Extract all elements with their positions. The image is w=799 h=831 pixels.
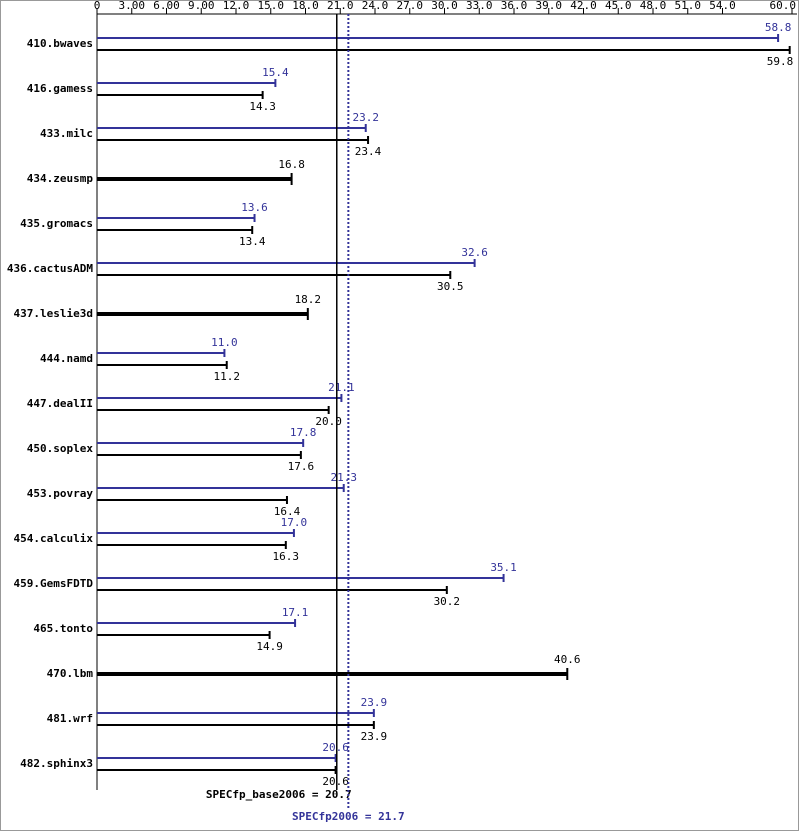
- category-label: 436.cactusADM: [7, 262, 93, 275]
- x-tick-label: 51.0: [675, 0, 702, 12]
- value-label: 40.6: [554, 653, 581, 666]
- value-label: 32.6: [461, 246, 488, 259]
- value-label: 13.6: [241, 201, 268, 214]
- value-label: 17.1: [282, 606, 309, 619]
- x-tick-label: 24.0: [362, 0, 389, 12]
- category-label: 459.GemsFDTD: [14, 577, 94, 590]
- value-label: 59.8: [767, 55, 794, 68]
- value-label: 13.4: [239, 235, 266, 248]
- category-label: 470.lbm: [47, 667, 94, 680]
- value-label: 17.8: [290, 426, 317, 439]
- category-label: 453.povray: [27, 487, 94, 500]
- value-label: 15.4: [262, 66, 289, 79]
- value-label: 35.1: [490, 561, 517, 574]
- x-tick-label: 54.0: [709, 0, 736, 12]
- value-label: 30.5: [437, 280, 464, 293]
- x-tick-label: 18.0: [292, 0, 319, 12]
- category-label: 481.wrf: [47, 712, 93, 725]
- category-label: 454.calculix: [14, 532, 94, 545]
- x-tick-label: 48.0: [640, 0, 667, 12]
- x-tick-label: 60.0: [770, 0, 797, 12]
- value-label: 14.9: [256, 640, 283, 653]
- x-tick-label: 27.0: [397, 0, 424, 12]
- category-label: 410.bwaves: [27, 37, 93, 50]
- category-label: 450.soplex: [27, 442, 94, 455]
- x-tick-label: 30.0: [431, 0, 458, 12]
- value-label: 17.0: [281, 516, 308, 529]
- value-label: 20.0: [315, 415, 342, 428]
- category-label: 434.zeusmp: [27, 172, 94, 185]
- value-label: 20.6: [322, 741, 349, 754]
- x-tick-label: 9.00: [188, 0, 215, 12]
- category-label: 435.gromacs: [20, 217, 93, 230]
- x-tick-label: 39.0: [536, 0, 563, 12]
- value-label: 23.4: [355, 145, 382, 158]
- x-tick-label: 45.0: [605, 0, 632, 12]
- value-label: 18.2: [295, 293, 322, 306]
- value-label: 17.6: [288, 460, 315, 473]
- x-tick-label: 33.0: [466, 0, 493, 12]
- x-tick-label: 12.0: [223, 0, 250, 12]
- reference-label: SPECfp2006 = 21.7: [292, 810, 405, 823]
- category-label: 482.sphinx3: [20, 757, 93, 770]
- x-tick-label: 0: [94, 0, 101, 12]
- reference-label: SPECfp_base2006 = 20.7: [206, 788, 352, 801]
- category-label: 416.gamess: [27, 82, 93, 95]
- category-label: 447.dealII: [27, 397, 93, 410]
- x-tick-label: 42.0: [570, 0, 597, 12]
- value-label: 21.3: [330, 471, 357, 484]
- x-tick-label: 36.0: [501, 0, 528, 12]
- category-label: 444.namd: [40, 352, 93, 365]
- category-label: 465.tonto: [33, 622, 93, 635]
- value-label: 23.2: [352, 111, 379, 124]
- value-label: 20.6: [322, 775, 349, 788]
- value-label: 23.9: [361, 730, 388, 743]
- x-tick-label: 6.00: [153, 0, 180, 12]
- value-label: 11.0: [211, 336, 238, 349]
- value-label: 16.8: [278, 158, 305, 171]
- value-label: 23.9: [361, 696, 388, 709]
- value-label: 14.3: [249, 100, 276, 113]
- value-label: 58.8: [765, 21, 792, 34]
- value-label: 30.2: [434, 595, 461, 608]
- value-label: 11.2: [213, 370, 240, 383]
- value-label: 21.1: [328, 381, 355, 394]
- x-tick-label: 21.0: [327, 0, 354, 12]
- value-label: 16.3: [273, 550, 300, 563]
- category-label: 433.milc: [40, 127, 93, 140]
- x-tick-label: 3.00: [119, 0, 146, 12]
- category-label: 437.leslie3d: [14, 307, 93, 320]
- value-label: 16.4: [274, 505, 301, 518]
- x-tick-label: 15.0: [258, 0, 285, 12]
